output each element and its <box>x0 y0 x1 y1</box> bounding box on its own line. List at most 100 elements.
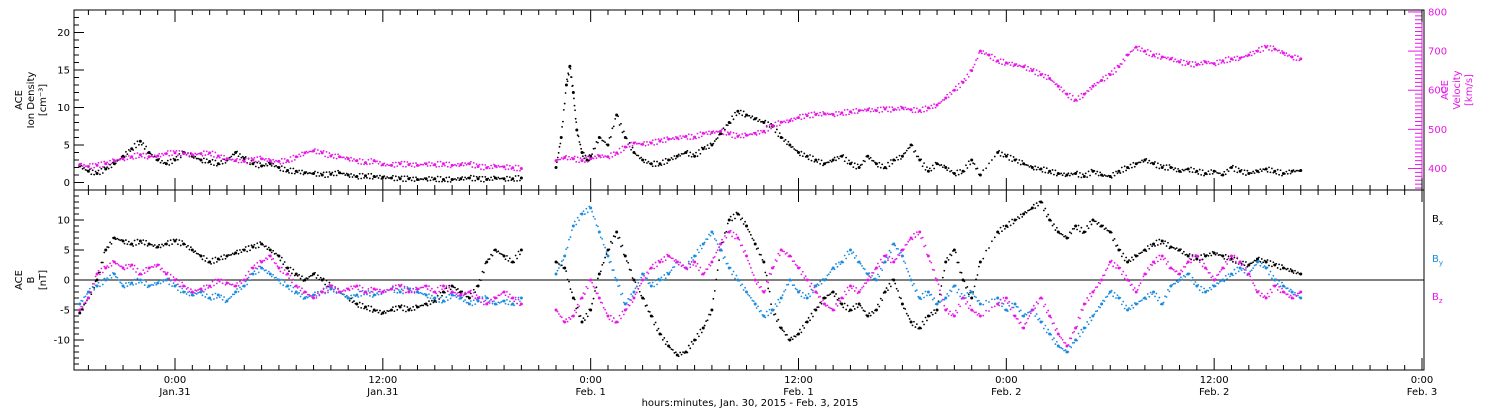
data-point <box>708 130 710 133</box>
data-point <box>435 180 438 183</box>
data-point <box>963 294 966 297</box>
data-point <box>1029 67 1032 70</box>
data-point <box>757 129 759 132</box>
data-point <box>1184 253 1187 256</box>
data-point <box>135 157 137 160</box>
data-point <box>84 168 87 171</box>
data-point <box>878 275 881 278</box>
data-point <box>405 165 407 168</box>
data-point <box>677 153 680 156</box>
data-point <box>894 258 897 261</box>
data-point <box>934 277 937 280</box>
data-point <box>1148 247 1151 250</box>
data-point <box>138 139 142 143</box>
data-point <box>1108 73 1112 77</box>
data-point <box>204 296 207 298</box>
data-point <box>729 266 732 269</box>
data-point <box>1080 308 1083 311</box>
data-point <box>976 274 979 276</box>
data-point <box>93 287 96 289</box>
data-point <box>265 245 267 248</box>
data-point <box>101 172 104 174</box>
data-point <box>975 296 977 299</box>
data-point <box>1115 267 1117 269</box>
data-point <box>859 109 862 112</box>
x-tick-label: 0:00 <box>164 375 186 386</box>
data-point <box>1141 251 1143 254</box>
data-point <box>1172 246 1175 249</box>
data-point <box>1223 280 1226 283</box>
data-point <box>888 106 891 108</box>
data-point <box>604 308 606 311</box>
data-point <box>773 313 775 316</box>
data-point <box>506 290 508 293</box>
data-point <box>1096 170 1099 173</box>
data-point <box>950 314 953 317</box>
data-point <box>1188 257 1191 260</box>
data-point <box>999 298 1002 301</box>
data-point <box>253 161 256 164</box>
data-point <box>1174 270 1177 273</box>
data-point <box>267 157 270 160</box>
data-point <box>312 296 316 300</box>
data-point <box>1058 173 1061 175</box>
data-point <box>620 245 622 248</box>
data-point <box>569 158 572 161</box>
data-point <box>670 138 673 140</box>
data-point <box>810 282 813 285</box>
data-point <box>905 108 908 111</box>
data-point <box>176 158 179 161</box>
data-point <box>1128 307 1130 309</box>
data-point <box>705 268 708 270</box>
data-point <box>1051 224 1054 227</box>
data-point <box>573 220 576 223</box>
data-point <box>708 147 710 150</box>
data-point <box>104 248 108 252</box>
data-point <box>690 340 693 343</box>
data-point <box>950 290 953 293</box>
data-point <box>872 272 875 274</box>
data-point <box>1139 161 1142 164</box>
data-point <box>1070 346 1073 349</box>
data-point <box>1180 248 1182 251</box>
data-point <box>136 238 139 241</box>
data-point <box>666 136 669 138</box>
data-point <box>314 271 316 274</box>
data-point <box>101 283 104 286</box>
data-point <box>967 295 970 298</box>
data-point <box>601 302 604 304</box>
data-point <box>231 283 234 286</box>
data-point <box>846 250 849 253</box>
data-point <box>679 351 682 354</box>
data-point <box>599 236 602 239</box>
data-point <box>1077 332 1080 335</box>
data-point <box>1044 303 1047 306</box>
data-point <box>495 297 498 299</box>
data-point <box>498 165 501 168</box>
data-point <box>164 162 168 166</box>
data-point <box>973 295 976 298</box>
data-point <box>857 302 861 306</box>
data-point <box>1138 45 1141 48</box>
data-point <box>467 302 471 306</box>
data-point <box>712 142 715 145</box>
data-point <box>250 157 253 159</box>
data-point <box>403 160 406 163</box>
data-point <box>963 170 966 173</box>
data-point <box>1180 171 1182 173</box>
data-point <box>924 316 927 319</box>
data-point <box>582 292 585 295</box>
data-point <box>247 245 250 247</box>
data-point <box>358 290 361 293</box>
data-point <box>1079 317 1081 320</box>
data-point <box>231 158 234 161</box>
data-point <box>106 277 109 279</box>
data-point <box>1276 283 1279 285</box>
data-point <box>1073 227 1076 230</box>
data-point <box>140 242 143 244</box>
data-point <box>644 144 647 147</box>
data-point <box>982 303 985 306</box>
data-point <box>431 162 433 164</box>
data-point <box>142 279 145 282</box>
